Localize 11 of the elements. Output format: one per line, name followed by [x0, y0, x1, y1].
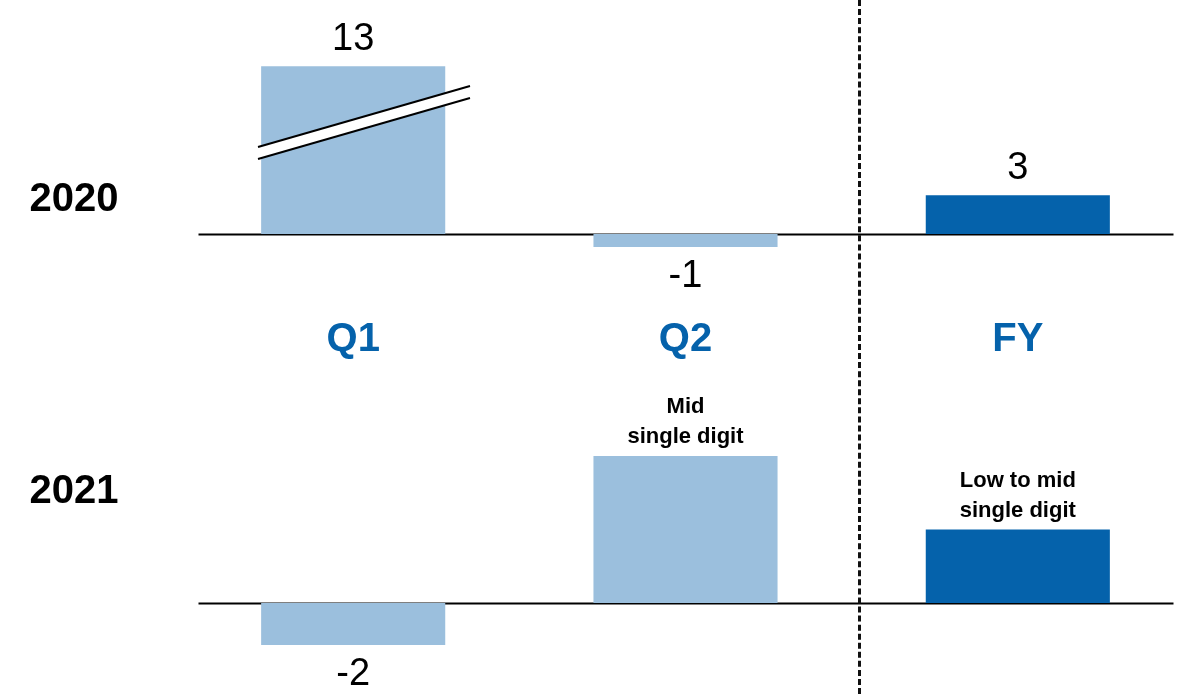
data-label: -2 [336, 651, 371, 693]
data-label: Low to mid single digit [959, 466, 1077, 522]
data-label: -1 [668, 252, 703, 295]
data-label: 13 [332, 16, 375, 59]
x-tick-label: Q1 [326, 314, 380, 359]
x-tick-label: Q2 [658, 314, 713, 359]
y-axis-title: 2021 [29, 466, 119, 511]
y-axis-title: 2020 [29, 174, 119, 219]
data-label: 3 [1007, 145, 1029, 188]
data-label: Mid single digit [627, 393, 745, 448]
x-tick-label: FY [992, 314, 1044, 359]
